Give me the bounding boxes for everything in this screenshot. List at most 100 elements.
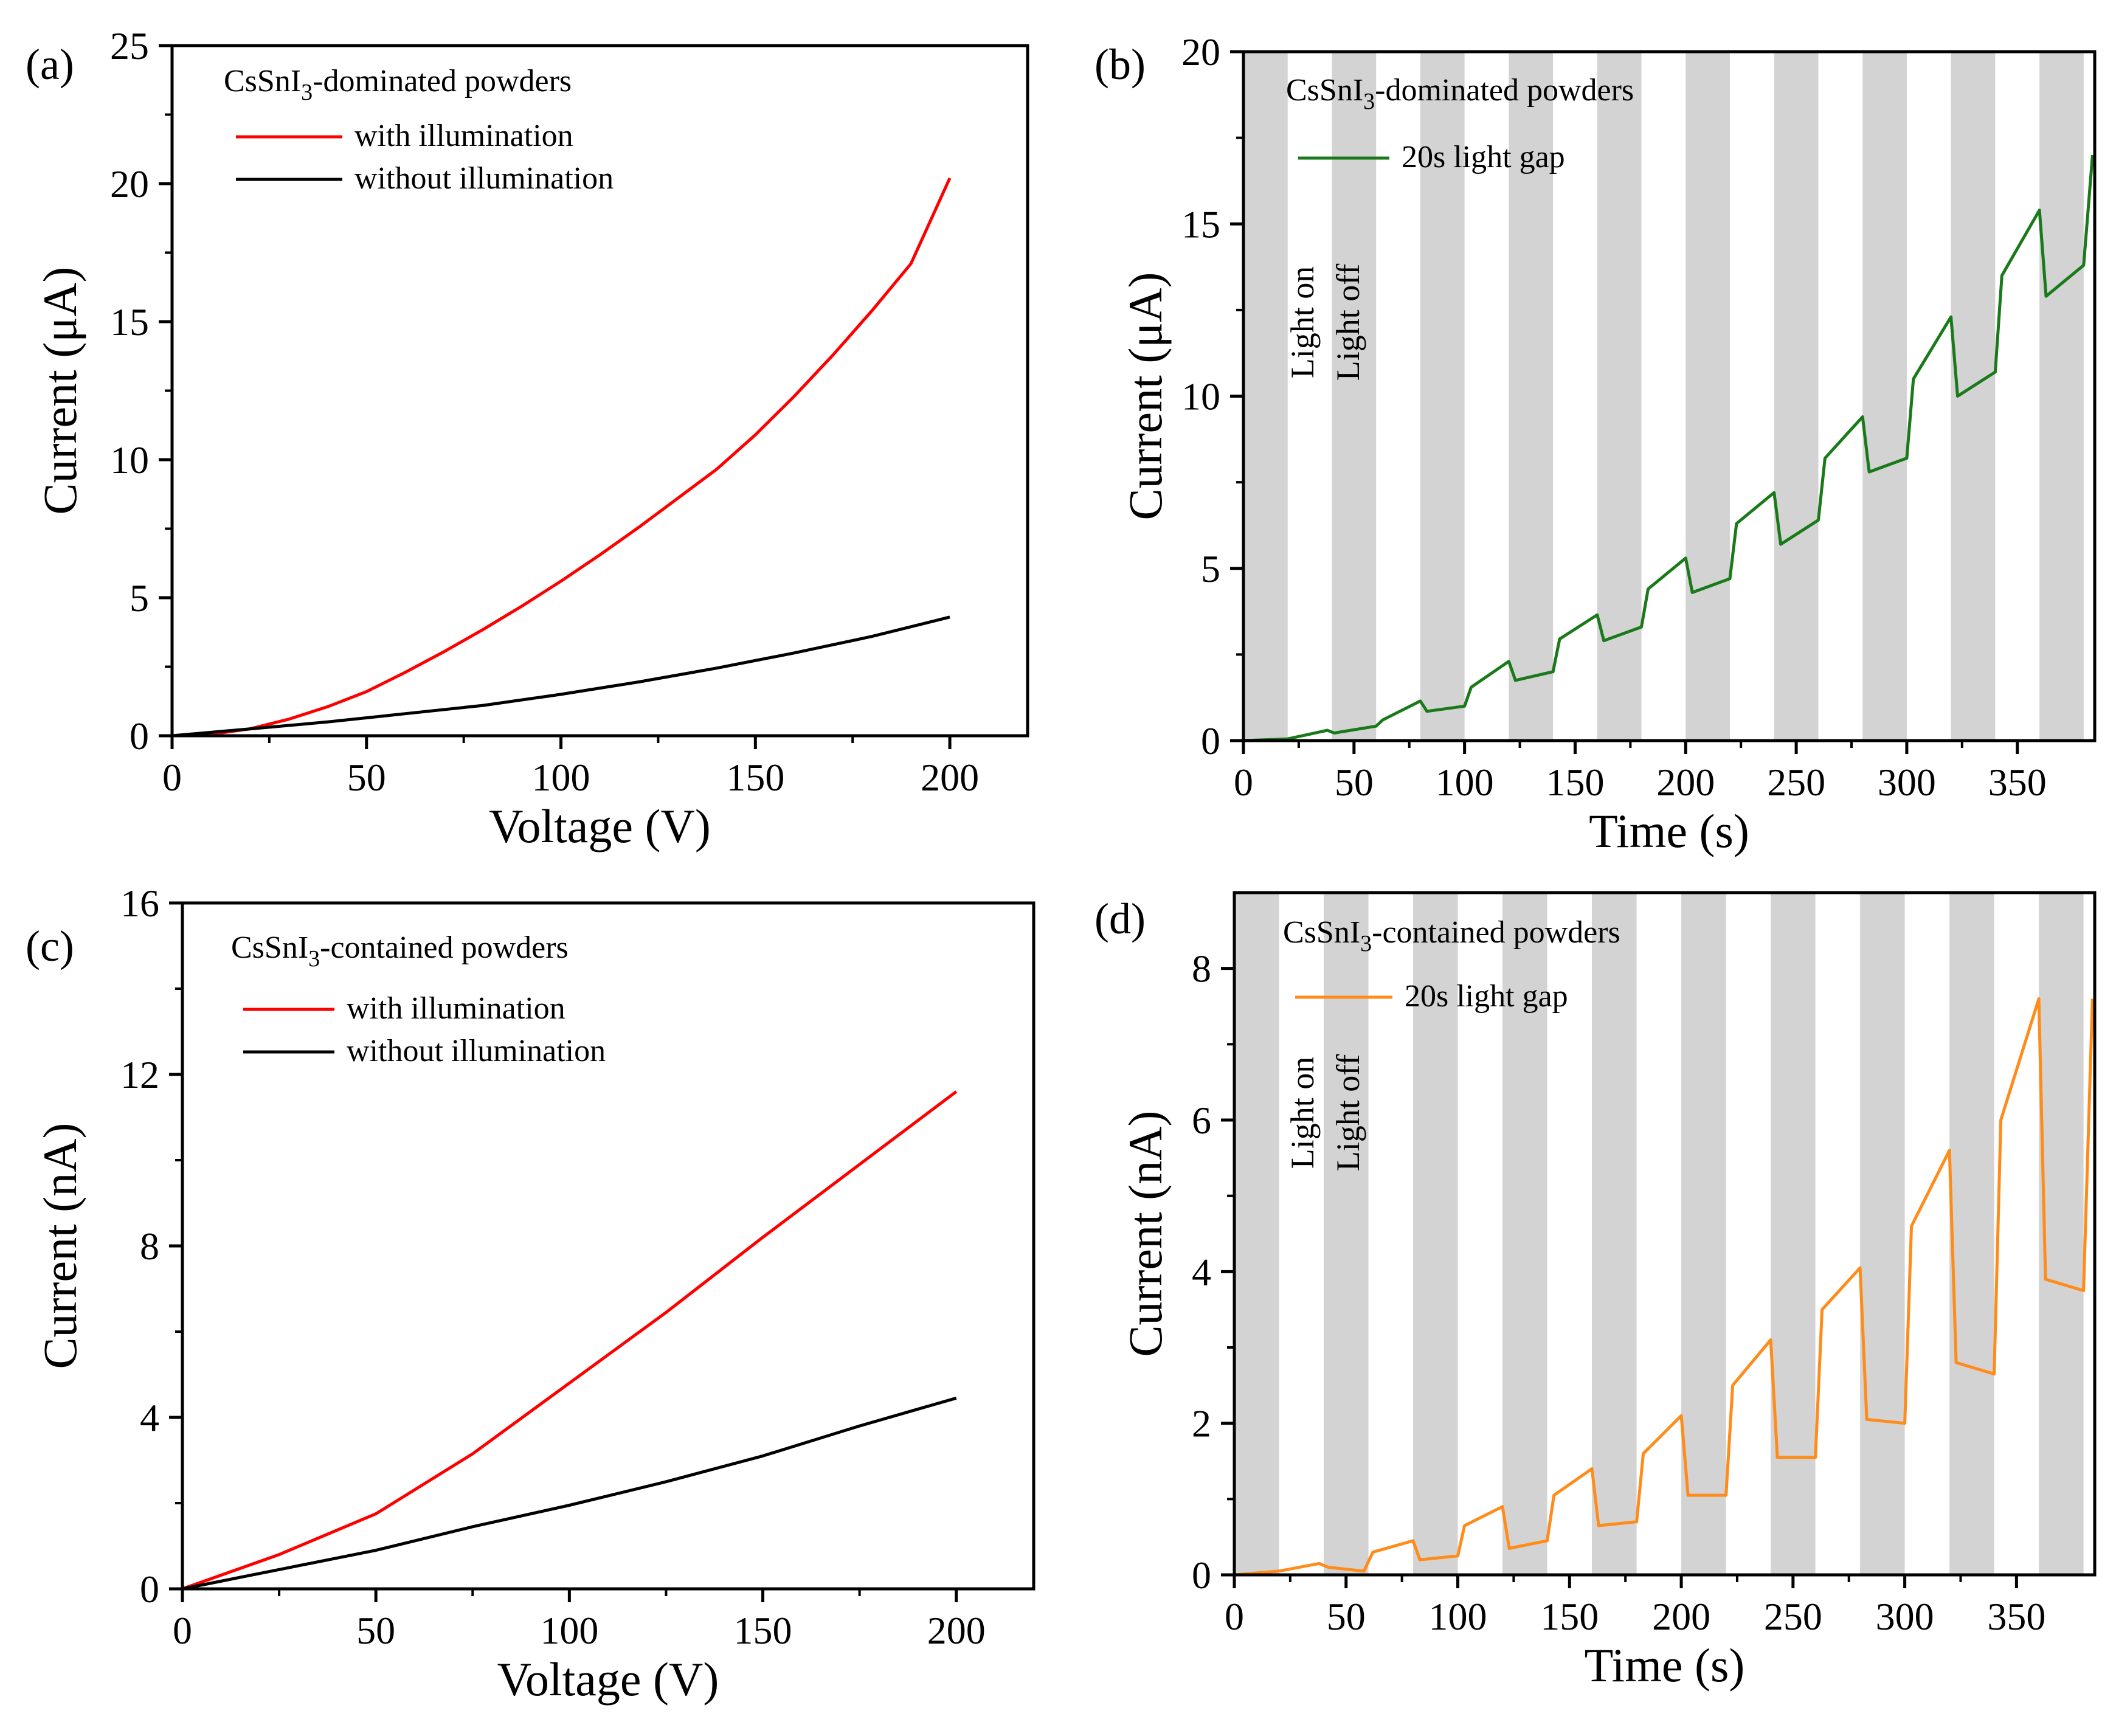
- shaded-interval: [2039, 893, 2084, 1575]
- x-axis-label: Voltage (V): [497, 1653, 719, 1706]
- plot-frame: [1233, 891, 2097, 1577]
- y-tick-label: 16: [120, 882, 159, 925]
- legend-title: CsSnI3-contained powders: [231, 930, 569, 972]
- series-line: [1243, 154, 2094, 742]
- panel-label: (c): [26, 922, 74, 970]
- chart-panel: 0 50 100 150 200 250 300 350 0 2 4 6 8 Time (s) Curren…: [1094, 891, 2097, 1692]
- shaded-interval: [1771, 893, 1816, 1575]
- y-tick-label: 5: [1201, 547, 1220, 590]
- y-tick-label: 0: [1192, 1554, 1211, 1597]
- x-tick-label: 100: [1429, 1595, 1487, 1638]
- y-tick-label: 15: [110, 300, 149, 344]
- annotation-label: Light off: [1330, 264, 1366, 381]
- x-tick-label: 50: [1335, 761, 1374, 804]
- annotation-label: Light on: [1284, 266, 1321, 379]
- y-axis-label: Current (nA): [33, 1122, 86, 1369]
- series-line: [182, 1396, 957, 1591]
- x-tick-label: 50: [347, 756, 386, 799]
- legend-entry: with illumination: [347, 991, 565, 1026]
- shaded-interval: [1592, 893, 1637, 1575]
- x-tick-label: 350: [1988, 761, 2047, 804]
- shaded-interval: [1681, 893, 1726, 1575]
- shaded-interval: [1597, 52, 1642, 741]
- shaded-interval: [1413, 893, 1458, 1575]
- series-line: [171, 177, 952, 738]
- shaded-interval: [1686, 52, 1730, 741]
- y-tick-label: 0: [130, 714, 149, 758]
- shaded-interval: [1860, 893, 1905, 1575]
- panel-label: (d): [1094, 894, 1146, 943]
- chart-panel: 0 50 100 150 200 0 4 8 12 16 Voltage (V) Current (n…: [26, 882, 1036, 1706]
- x-tick-label: 250: [1767, 761, 1825, 804]
- x-axis-label: Time (s): [1589, 804, 1749, 857]
- x-axis-label: Time (s): [1585, 1639, 1745, 1692]
- x-tick-label: 100: [532, 756, 590, 799]
- y-tick-label: 12: [120, 1053, 159, 1096]
- x-tick-label: 0: [1225, 1595, 1244, 1638]
- x-tick-label: 350: [1987, 1595, 2045, 1638]
- plot-frame: [181, 901, 1036, 1591]
- y-tick-label: 15: [1181, 202, 1220, 246]
- series-line: [171, 615, 950, 738]
- legend-title: CsSnI3-contained powders: [1283, 915, 1620, 956]
- legend-entry: 20s light gap: [1405, 979, 1568, 1014]
- x-tick-label: 300: [1878, 761, 1936, 804]
- y-axis-label: Current (μA): [33, 267, 86, 515]
- x-tick-label: 200: [921, 756, 979, 799]
- y-tick-label: 4: [140, 1396, 159, 1439]
- legend-entry: without illumination: [354, 161, 614, 196]
- x-tick-label: 150: [1540, 1595, 1599, 1638]
- shaded-interval: [1234, 893, 1279, 1575]
- y-tick-label: 4: [1192, 1250, 1211, 1293]
- y-tick-label: 8: [1192, 947, 1211, 991]
- shaded-interval: [1774, 52, 1819, 741]
- legend-title: CsSnI3-dominated powders: [1286, 73, 1634, 114]
- x-tick-label: 0: [162, 756, 182, 799]
- x-tick-label: 200: [1656, 761, 1715, 804]
- x-tick-label: 0: [173, 1609, 192, 1652]
- shaded-interval: [1324, 893, 1369, 1575]
- y-tick-label: 5: [130, 576, 149, 620]
- shaded-interval: [1420, 52, 1465, 741]
- y-axis-label: Current (nA): [1119, 1110, 1172, 1357]
- shaded-interval: [1509, 52, 1554, 741]
- shaded-interval: [1502, 893, 1547, 1575]
- panel-label: (a): [26, 40, 74, 89]
- plot-frame: [170, 44, 1029, 738]
- y-axis-label: Current (μA): [1119, 272, 1172, 520]
- y-tick-label: 10: [110, 438, 149, 482]
- y-tick-label: 2: [1192, 1402, 1211, 1445]
- annotation-label: Light off: [1330, 1054, 1366, 1171]
- x-tick-label: 150: [726, 756, 784, 799]
- x-tick-label: 50: [356, 1609, 395, 1652]
- y-tick-label: 6: [1192, 1099, 1211, 1142]
- x-tick-label: 150: [1546, 761, 1604, 804]
- y-tick-label: 10: [1181, 375, 1220, 418]
- x-tick-label: 100: [540, 1609, 598, 1652]
- y-tick-label: 25: [110, 24, 149, 67]
- x-tick-label: 50: [1327, 1595, 1366, 1638]
- x-tick-label: 100: [1436, 761, 1494, 804]
- y-tick-label: 0: [140, 1568, 159, 1611]
- x-tick-label: 250: [1764, 1595, 1822, 1638]
- y-tick-label: 20: [1181, 30, 1220, 74]
- shaded-interval: [1243, 52, 1288, 741]
- shaded-interval: [1862, 52, 1907, 741]
- x-axis-label: Voltage (V): [489, 800, 711, 852]
- y-tick-label: 8: [140, 1225, 159, 1268]
- x-tick-label: 200: [927, 1609, 986, 1652]
- x-tick-label: 150: [734, 1609, 792, 1652]
- chart-panel: 0 50 100 150 200 250 300 350 0 5 10 15 20 Time (s) Cur…: [1094, 30, 2097, 857]
- legend-entry: 20s light gap: [1402, 140, 1565, 175]
- legend-entry: with illumination: [354, 119, 573, 153]
- annotation-label: Light on: [1284, 1057, 1321, 1169]
- legend-entry: without illumination: [347, 1034, 606, 1068]
- series-line: [1234, 997, 2094, 1577]
- x-tick-label: 200: [1652, 1595, 1710, 1638]
- y-tick-label: 0: [1201, 719, 1220, 763]
- shaded-interval: [1332, 52, 1377, 741]
- shaded-interval: [1949, 893, 1994, 1575]
- series-line: [182, 1090, 958, 1591]
- y-tick-label: 20: [110, 162, 149, 206]
